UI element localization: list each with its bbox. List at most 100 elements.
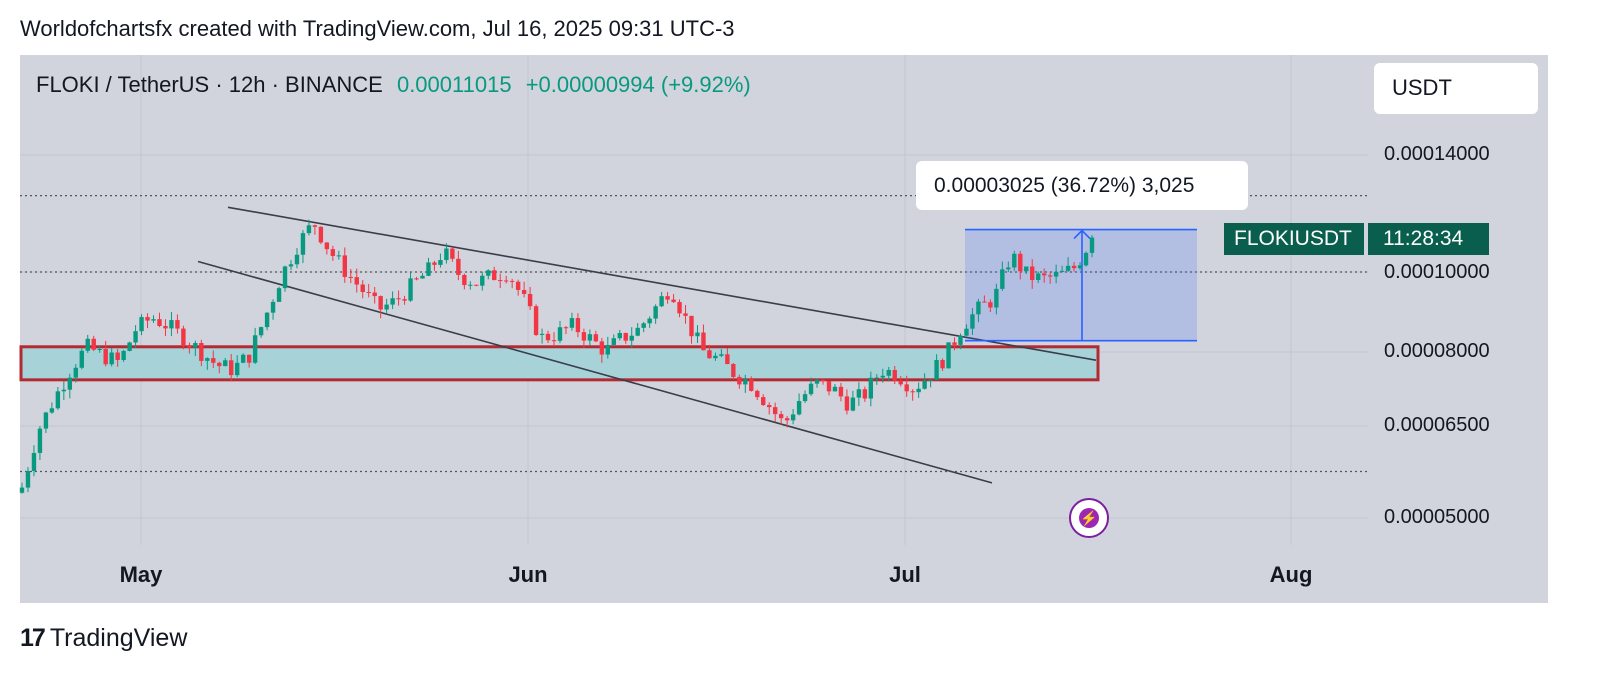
candle-body — [653, 306, 658, 319]
candle-body — [743, 379, 748, 385]
candle-body — [790, 414, 796, 421]
candle-body — [91, 338, 96, 350]
candle-body — [982, 301, 987, 303]
candle-body — [934, 359, 939, 380]
candle-body — [713, 355, 718, 359]
lower-trend-line — [197, 260, 993, 484]
candle-body — [402, 299, 407, 301]
candle-body — [115, 352, 120, 360]
candle-body — [157, 319, 162, 326]
candle-body — [264, 312, 270, 328]
candle-body — [635, 327, 640, 336]
candle-body — [378, 296, 383, 310]
candle-body — [844, 396, 850, 411]
candle-body — [163, 325, 168, 329]
candle-body — [366, 292, 371, 294]
symbol-label: FLOKI / TetherUS · 12h · BINANCE — [36, 72, 383, 97]
candle-body — [509, 280, 515, 282]
candle-body — [498, 280, 503, 282]
candle-body — [223, 360, 228, 367]
candle-body — [127, 342, 132, 351]
measure-arrowhead-icon — [1073, 229, 1091, 240]
candle-body — [408, 278, 413, 301]
candle-body — [677, 302, 682, 314]
candle-body — [671, 299, 676, 303]
candle-body — [940, 359, 945, 369]
candle-body — [288, 264, 294, 267]
candle-body — [67, 377, 73, 390]
candle-body — [456, 258, 461, 276]
candle-body — [438, 260, 443, 265]
candle-body — [276, 288, 282, 302]
candle-body — [581, 332, 587, 341]
candle-body — [1018, 253, 1023, 272]
candle-body — [515, 281, 521, 290]
candle-body — [755, 390, 760, 398]
candle-body — [701, 332, 706, 351]
candle-body — [868, 377, 874, 399]
candle-body — [468, 284, 473, 286]
lightning-icon[interactable]: ⚡ — [1069, 498, 1109, 538]
candle-body — [258, 327, 264, 336]
candle-body — [563, 327, 569, 329]
candle-body — [665, 296, 670, 300]
candle-body — [217, 362, 222, 367]
candle-body — [426, 262, 431, 276]
candle-body — [25, 470, 31, 488]
candle-body — [545, 333, 551, 341]
candle-body — [43, 412, 49, 429]
candle-body — [1041, 273, 1047, 276]
candle-body — [432, 262, 437, 265]
price-tick-label: 0.00010000 — [1384, 261, 1490, 283]
candle-body — [444, 248, 449, 261]
time-tick-label: Aug — [1269, 562, 1313, 587]
candle-body — [1089, 237, 1095, 253]
chart-credit: Worldofchartsfx created with TradingView… — [20, 16, 735, 41]
tradingview-logo-icon: 17 — [20, 624, 46, 652]
candle-body — [880, 375, 885, 378]
candle-body — [229, 360, 234, 376]
currency-button[interactable]: USDT — [1374, 63, 1538, 114]
candle-body — [121, 350, 126, 360]
candle-body — [886, 369, 891, 376]
footer-brand-label: TradingView — [49, 624, 188, 652]
candle-body — [910, 391, 915, 393]
candle-body — [396, 298, 401, 300]
candle-body — [874, 377, 880, 379]
candle-body — [970, 314, 975, 329]
candle-body — [778, 414, 784, 419]
chart-panel[interactable] — [20, 55, 1548, 603]
candle-body — [61, 389, 67, 392]
candle-body — [133, 331, 138, 343]
candle-body — [384, 304, 389, 310]
candle-body — [707, 350, 712, 359]
candle-body — [300, 233, 306, 255]
candlestick-series — [19, 219, 1095, 494]
candle-body — [73, 367, 78, 378]
candle-body — [623, 332, 628, 341]
candle-body — [145, 317, 150, 321]
candle-body — [37, 428, 43, 453]
candle-body — [151, 319, 156, 321]
candle-body — [988, 302, 993, 308]
candle-body — [55, 391, 61, 409]
trend-lines — [197, 206, 1097, 484]
candle-body — [240, 354, 246, 363]
candle-body — [1077, 265, 1083, 269]
candle-body — [814, 379, 820, 384]
candle-body — [796, 401, 802, 415]
candle-body — [390, 298, 395, 305]
candle-body — [617, 332, 622, 339]
candle-body — [1059, 270, 1065, 272]
candle-body — [856, 389, 862, 398]
candle-body — [838, 386, 844, 397]
candle-body — [946, 342, 951, 369]
candle-body — [246, 354, 252, 363]
candle-body — [784, 418, 790, 421]
candle-body — [832, 386, 838, 392]
candle-body — [175, 320, 180, 329]
candle-body — [719, 354, 724, 356]
candle-body — [533, 306, 539, 335]
candle-body — [205, 358, 210, 361]
